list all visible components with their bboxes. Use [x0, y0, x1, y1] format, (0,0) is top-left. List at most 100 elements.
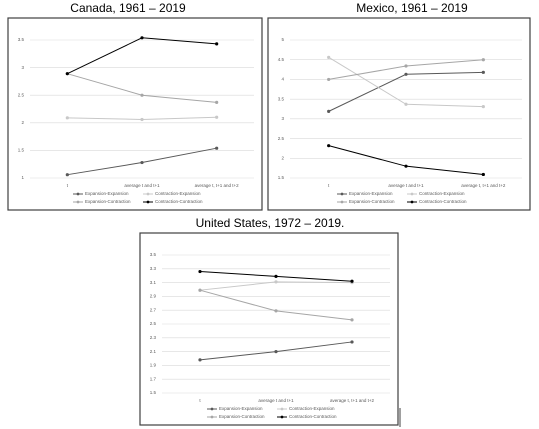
point [327, 109, 331, 113]
point [481, 58, 485, 62]
point [350, 279, 354, 283]
x-tick-label: average t and t+1 [124, 183, 160, 188]
point [215, 146, 219, 150]
y-tick-label: 3 [281, 116, 284, 121]
point [350, 340, 354, 344]
y-tick-label: 2.9 [150, 294, 157, 299]
y-tick-label: 2 [281, 155, 284, 160]
y-tick-label: 2.7 [150, 307, 157, 312]
point [274, 350, 278, 354]
legend-label: Contraction-Expansion [155, 191, 201, 196]
chart-title: United States, 1972 – 2019. [196, 216, 345, 230]
y-tick-label: 3.3 [150, 266, 157, 271]
point [215, 42, 219, 46]
series-line [199, 289, 353, 321]
x-tick-label: average t, t+1 and t+2 [330, 398, 375, 403]
point [327, 144, 331, 148]
y-tick-label: 4.5 [278, 57, 285, 62]
point [140, 117, 144, 122]
legend-marker [146, 192, 150, 196]
legend-label: Expansion-Expansion [85, 191, 129, 196]
chart-frame [139, 232, 399, 426]
legend-label: Contraction-Expansion [419, 191, 465, 196]
legend-marker [146, 200, 150, 204]
point [274, 309, 278, 313]
y-tick-label: 4 [281, 77, 284, 82]
legend-marker [340, 200, 344, 204]
point [481, 70, 485, 74]
point [65, 116, 69, 120]
y-tick-label: 2.1 [150, 349, 157, 354]
legend-label: Expansion-Contraction [219, 414, 265, 419]
legend-marker [280, 415, 284, 419]
legend-marker [210, 407, 214, 411]
legend-label: Expansion-Expansion [219, 406, 263, 411]
point [274, 280, 278, 284]
legend-label: Expansion-Contraction [85, 199, 131, 204]
point [350, 318, 354, 322]
point [140, 93, 144, 97]
y-tick-label: 2.5 [18, 92, 25, 97]
series-line [67, 37, 217, 75]
point [198, 269, 202, 274]
chart-frame [7, 17, 263, 211]
series-line [328, 145, 484, 175]
y-tick-label: 1.5 [18, 148, 25, 153]
legend-marker [340, 192, 344, 196]
x-tick-label: t [199, 398, 201, 403]
legend-marker [410, 200, 414, 204]
legend-marker [76, 200, 80, 204]
y-tick-label: 5 [281, 37, 284, 42]
y-tick-label: 1.5 [278, 175, 285, 180]
point [481, 105, 485, 109]
point [481, 172, 485, 177]
legend-label: Expansion-Contraction [349, 199, 395, 204]
x-tick-label: average t and t+1 [388, 183, 424, 188]
y-tick-label: 3.5 [18, 37, 25, 42]
y-tick-label: 3.5 [150, 252, 157, 257]
point [215, 115, 219, 119]
x-tick-label: t [328, 183, 330, 188]
x-tick-label: average t, t+1 and t+2 [195, 183, 240, 188]
x-tick-label: average t, t+1 and t+2 [461, 183, 506, 188]
y-tick-label: 2.5 [150, 321, 157, 326]
point [404, 72, 408, 76]
y-tick-label: 2 [21, 120, 24, 125]
y-tick-label: 3.1 [150, 280, 157, 285]
y-tick-label: 1.7 [150, 376, 157, 381]
chart-frame [267, 17, 531, 211]
point [274, 274, 278, 278]
point [404, 64, 408, 68]
legend-marker [210, 415, 214, 419]
point [327, 55, 331, 59]
point [215, 100, 219, 104]
point [404, 102, 408, 106]
point [140, 36, 144, 40]
series-line [67, 73, 217, 103]
point [198, 358, 202, 362]
x-tick-label: t [67, 183, 69, 188]
legend-marker [410, 192, 414, 196]
point [65, 173, 69, 177]
point [65, 72, 69, 76]
legend-marker [76, 192, 80, 196]
chart-title: Canada, 1961 – 2019 [70, 1, 186, 15]
legend-label: Contraction-Contraction [289, 414, 337, 419]
legend-label: Contraction-Expansion [289, 406, 335, 411]
legend-marker [280, 407, 284, 411]
y-tick-label: 1.9 [150, 363, 157, 368]
legend-label: Contraction-Contraction [419, 199, 467, 204]
legend-label: Contraction-Contraction [155, 199, 203, 204]
point [327, 77, 331, 82]
legend-label: Expansion-Expansion [349, 191, 393, 196]
chart-title: Mexico, 1961 – 2019 [356, 1, 468, 15]
y-tick-label: 3.5 [278, 96, 285, 101]
y-tick-label: 2.3 [150, 335, 157, 340]
y-tick-label: 3 [21, 65, 24, 70]
y-tick-label: 1.5 [150, 390, 157, 395]
y-tick-label: 1 [21, 175, 24, 180]
x-tick-label: average t and t+1 [258, 398, 294, 403]
point [140, 160, 144, 165]
